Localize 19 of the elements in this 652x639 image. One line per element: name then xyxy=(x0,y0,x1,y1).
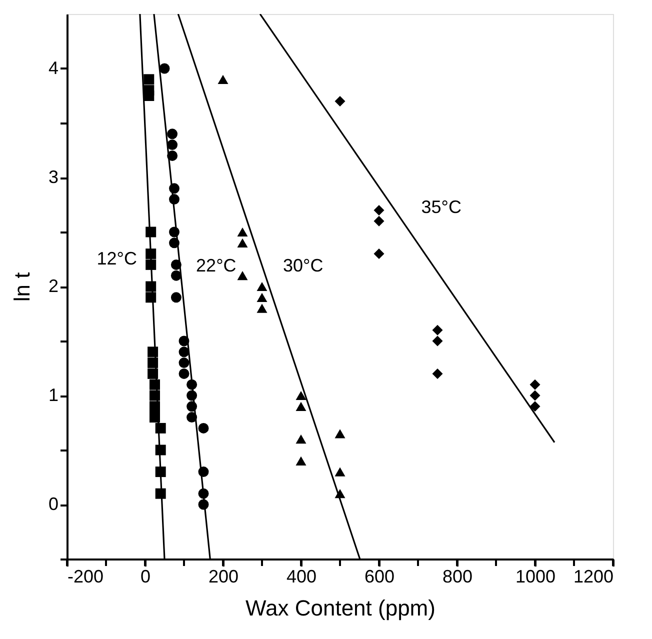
x-tick-label: 200 xyxy=(208,566,239,586)
x-tick-label: 0 xyxy=(140,566,151,586)
x-tick-label: 1000 xyxy=(515,566,556,586)
y-tick-label: 0 xyxy=(48,494,58,514)
y-axis-title: ln t xyxy=(9,272,34,302)
y-tick-label: 2 xyxy=(48,276,58,296)
x-tick-label: 600 xyxy=(364,566,395,586)
series-label: 35°C xyxy=(421,197,462,218)
series-label: 22°C xyxy=(196,256,236,276)
x-tick-label: 1200 xyxy=(573,566,614,586)
y-tick-label: 3 xyxy=(48,167,58,187)
x-tick-label: 400 xyxy=(286,566,317,586)
y-tick-label: 4 xyxy=(48,58,58,78)
x-tick-label: 800 xyxy=(442,566,473,586)
x-axis-title: Wax Content (ppm) xyxy=(246,596,436,620)
x-tick-label: -200 xyxy=(68,566,104,586)
series-label: 30°C xyxy=(283,256,324,276)
y-tick-label: 1 xyxy=(48,385,58,405)
series-label: 12°C xyxy=(96,248,137,268)
